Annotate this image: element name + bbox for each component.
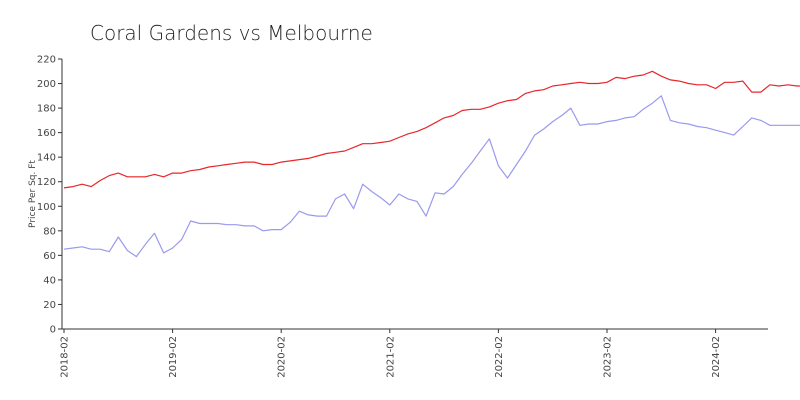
y-tick-label: 40 bbox=[43, 275, 56, 286]
x-tick-label: 2018-02 bbox=[60, 336, 71, 378]
x-tick-label: 2021-02 bbox=[385, 336, 396, 378]
y-tick-label: 0 bbox=[50, 325, 56, 336]
y-tick-label: 100 bbox=[37, 202, 56, 213]
y-tick-label: 140 bbox=[37, 153, 56, 164]
y-axis-label: Price Per Sq. Ft bbox=[28, 160, 38, 228]
x-tick-label: 2019-02 bbox=[168, 336, 179, 378]
y-tick-label: 120 bbox=[37, 177, 56, 188]
series-layer bbox=[63, 70, 800, 258]
x-tick-label: 2020-02 bbox=[277, 336, 288, 378]
x-tick-label: 2023-02 bbox=[603, 336, 614, 378]
x-tick-label: 2024-02 bbox=[711, 336, 722, 378]
series-line-2 bbox=[63, 95, 800, 258]
chart-title: Coral Gardens vs Melbourne bbox=[90, 21, 373, 45]
y-tick-label: 200 bbox=[37, 79, 56, 90]
y-tick-label: 60 bbox=[43, 251, 56, 262]
series-line-1 bbox=[63, 70, 800, 189]
y-tick-label: 180 bbox=[37, 104, 56, 115]
y-tick-label: 160 bbox=[37, 128, 56, 139]
y-tick-label: 80 bbox=[43, 226, 56, 237]
x-tick-label: 2022-02 bbox=[494, 336, 505, 378]
y-axis-ticks: 0 20 40 60 80 100 120 140 160 180 200 220 bbox=[37, 55, 62, 336]
y-tick-label: 220 bbox=[37, 55, 56, 66]
y-tick-label: 20 bbox=[43, 300, 56, 311]
x-axis-ticks: 2018-02 2019-02 2020-02 2021-02 2022-02 2023-… bbox=[60, 329, 722, 378]
